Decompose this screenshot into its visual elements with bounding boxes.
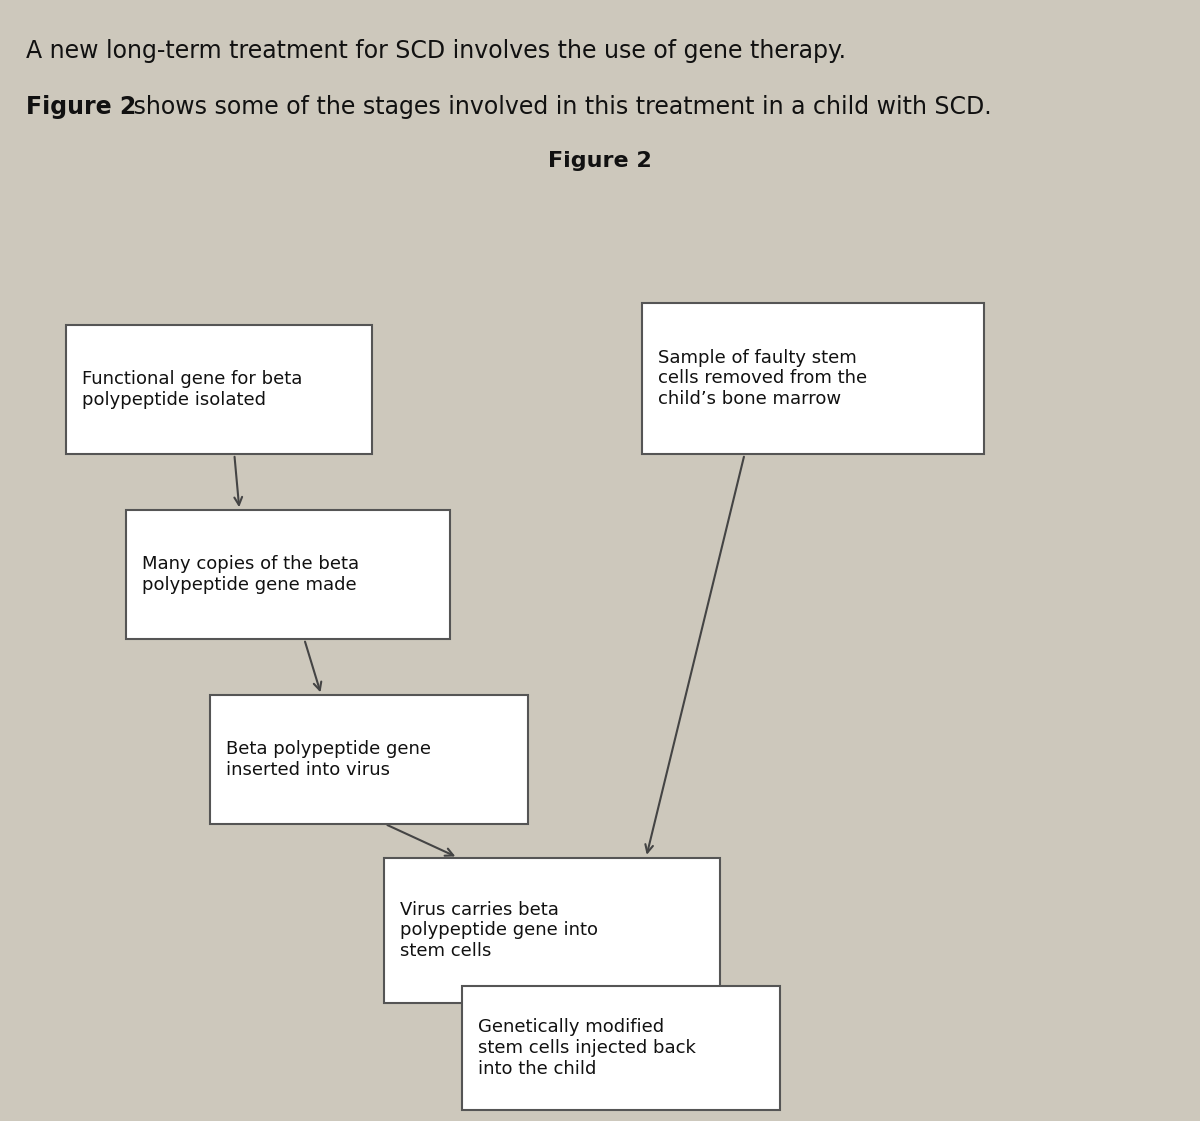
FancyBboxPatch shape bbox=[642, 303, 984, 454]
FancyBboxPatch shape bbox=[210, 695, 528, 824]
Text: Functional gene for beta
polypeptide isolated: Functional gene for beta polypeptide iso… bbox=[82, 370, 302, 409]
Text: A new long-term treatment for SCD involves the use of gene therapy.: A new long-term treatment for SCD involv… bbox=[26, 39, 846, 63]
Text: Beta polypeptide gene
inserted into virus: Beta polypeptide gene inserted into viru… bbox=[226, 740, 431, 779]
Text: Virus carries beta
polypeptide gene into
stem cells: Virus carries beta polypeptide gene into… bbox=[400, 900, 598, 961]
Text: shows some of the stages involved in this treatment in a child with SCD.: shows some of the stages involved in thi… bbox=[126, 95, 991, 119]
Text: Many copies of the beta
polypeptide gene made: Many copies of the beta polypeptide gene… bbox=[142, 555, 359, 594]
Text: Figure 2: Figure 2 bbox=[548, 151, 652, 172]
Text: Sample of faulty stem
cells removed from the
child’s bone marrow: Sample of faulty stem cells removed from… bbox=[658, 349, 866, 408]
Text: Genetically modified
stem cells injected back
into the child: Genetically modified stem cells injected… bbox=[478, 1018, 696, 1078]
Text: Figure 2: Figure 2 bbox=[26, 95, 137, 119]
FancyBboxPatch shape bbox=[126, 510, 450, 639]
FancyBboxPatch shape bbox=[462, 986, 780, 1110]
FancyBboxPatch shape bbox=[66, 325, 372, 454]
FancyBboxPatch shape bbox=[384, 858, 720, 1003]
